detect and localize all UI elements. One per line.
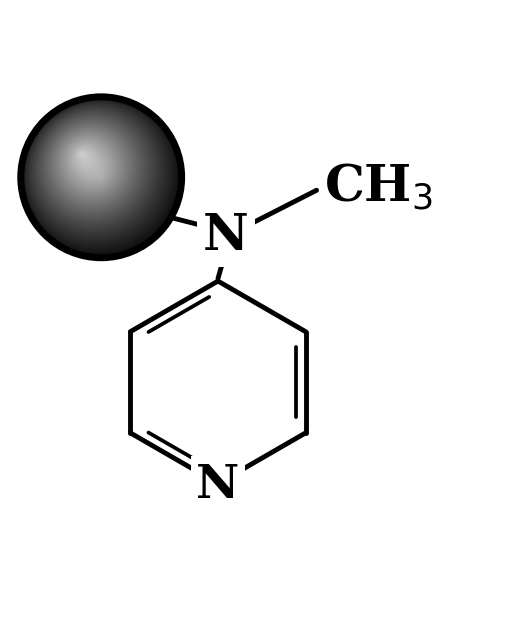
Text: N: N [196, 462, 240, 508]
Text: CH$_3$: CH$_3$ [324, 163, 433, 213]
Text: N: N [203, 212, 249, 262]
